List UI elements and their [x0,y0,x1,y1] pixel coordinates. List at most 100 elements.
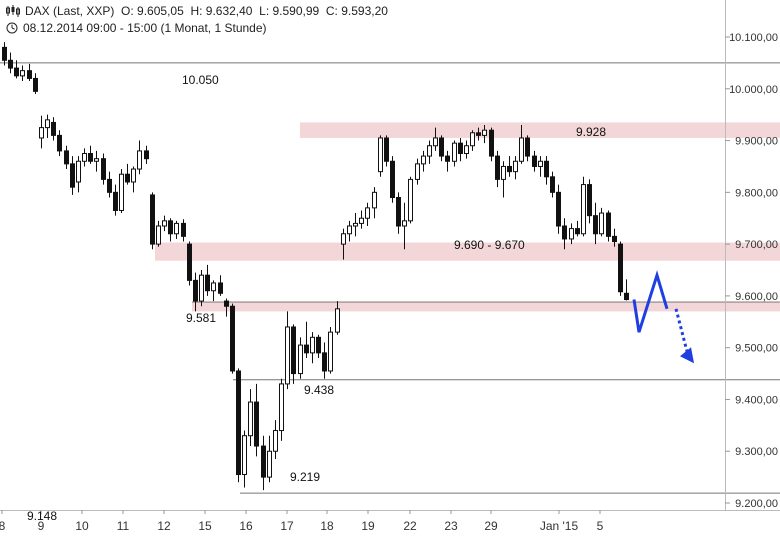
candle [113,184,118,216]
candle [254,383,259,457]
candle [328,326,333,374]
candle [458,137,463,162]
candle [402,202,407,250]
candle-body [51,121,56,136]
projection-path [632,270,669,333]
candle [168,218,173,242]
candle [248,389,253,447]
candle-layer [2,42,629,491]
candle [624,279,629,301]
candle [415,158,420,185]
candle [519,125,524,164]
candle-body [82,153,87,162]
candle-body [156,225,161,245]
x-tick-label: 22 [403,519,417,533]
candle-body [168,220,173,235]
candle-body [273,430,278,452]
candle-body [347,225,352,235]
candle [581,176,586,237]
candle [310,332,315,364]
candle [525,135,530,162]
candle [218,275,223,296]
candle-body [562,225,567,240]
candle-body [162,220,167,227]
candle [396,192,401,234]
candle [51,117,56,141]
close-value: C: 9.593,20 [325,4,388,18]
candle [236,368,241,483]
candle-body [482,129,487,136]
candle-body [556,191,561,227]
candle-body [378,137,383,173]
x-tick-label: 19 [361,519,375,533]
level-label: 9.148 [27,509,57,523]
candle [606,210,611,242]
candle [8,52,13,74]
candle [27,63,32,82]
y-tick-label: 9.200,00 [735,498,778,510]
x-tick-label: 5 [597,519,604,533]
candle [273,420,278,460]
candle [107,171,112,198]
x-tick-label: 10 [75,519,89,533]
candle-body [8,59,13,69]
candle [384,135,389,167]
candle-body [211,282,216,292]
candle [162,215,167,232]
candle [359,210,364,229]
candle [433,127,438,151]
candle [482,125,487,144]
candle [119,169,124,214]
x-tick-label: 16 [239,519,253,533]
zone-layer [155,122,780,312]
candle-body [150,194,155,245]
candle-body [291,326,296,375]
candle [464,140,469,159]
x-tick-label: 23 [444,519,458,533]
candle [39,115,44,149]
candle [70,156,75,195]
candle-body [328,331,333,372]
candle-body [76,160,81,183]
candle [94,150,99,172]
candle [575,220,580,237]
candle [211,280,216,302]
candle-body [470,132,475,147]
candle [452,140,457,167]
candle [76,156,81,193]
candle [2,42,7,66]
candle-body [507,165,512,173]
candle-body [27,70,32,79]
candle-body [242,435,247,476]
candle-body [310,336,315,354]
candle [261,435,266,491]
candle [569,223,574,245]
candle [501,161,506,198]
candle-body [495,155,500,180]
candle-body [248,401,253,437]
candle-body [612,235,617,243]
candle [230,303,235,374]
candle [439,135,444,162]
candle [33,73,38,94]
candle [131,166,136,193]
candle-body [575,228,580,235]
candle-body [365,207,370,219]
candle [427,140,432,164]
candle [144,145,149,164]
candle [45,114,50,138]
candle [593,202,598,245]
candle-body [70,163,75,188]
candle-body [199,274,204,302]
x-tick-label: 11 [117,519,130,533]
candle [137,140,142,175]
level-label: 9.219 [290,470,320,484]
candle [408,176,413,224]
candle-body [501,165,506,180]
candle [335,301,340,335]
candle [82,148,87,167]
candle-body [433,137,438,147]
support-resistance-zone [155,242,780,261]
candle [538,156,543,177]
candle [156,220,161,247]
